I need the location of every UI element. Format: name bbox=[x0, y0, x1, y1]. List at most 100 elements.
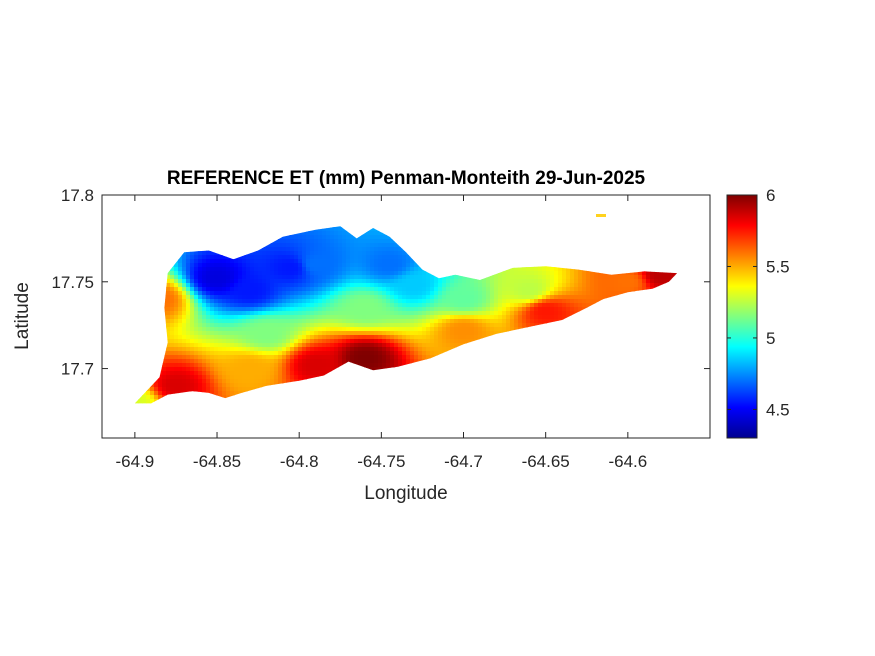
heat-cell bbox=[322, 279, 327, 284]
heat-cell bbox=[514, 295, 519, 300]
heat-cell bbox=[202, 303, 207, 308]
heat-cell bbox=[286, 279, 291, 284]
heat-cell bbox=[558, 311, 563, 316]
heat-cell bbox=[582, 279, 587, 284]
heat-cell bbox=[438, 311, 443, 316]
heat-cell bbox=[402, 275, 407, 280]
heat-cell bbox=[254, 291, 259, 296]
heat-cell bbox=[334, 299, 339, 304]
heat-cell bbox=[402, 279, 407, 284]
heat-cell bbox=[390, 303, 395, 308]
heat-cell bbox=[642, 279, 647, 284]
heat-cell bbox=[374, 267, 379, 272]
heat-cell bbox=[262, 319, 267, 324]
heat-cell bbox=[346, 287, 351, 292]
heat-cell bbox=[482, 295, 487, 300]
heat-cell bbox=[310, 303, 315, 308]
heat-cell bbox=[382, 243, 387, 248]
heat-cell bbox=[542, 315, 547, 320]
heat-cell bbox=[206, 255, 211, 260]
heat-cell bbox=[202, 283, 207, 288]
heat-cell bbox=[386, 279, 391, 284]
heat-cell bbox=[282, 295, 287, 300]
heat-cell bbox=[386, 255, 391, 260]
heat-cell bbox=[254, 259, 259, 264]
heat-cell bbox=[410, 291, 415, 296]
heat-cell bbox=[354, 255, 359, 260]
heat-cell bbox=[358, 259, 363, 264]
heat-cell bbox=[510, 275, 515, 280]
heat-cell bbox=[214, 311, 219, 316]
heat-cell bbox=[386, 243, 391, 248]
heat-cell bbox=[486, 315, 491, 320]
heat-cell bbox=[282, 235, 287, 240]
heat-cell bbox=[370, 259, 375, 264]
heat-cell bbox=[410, 295, 415, 300]
heat-cell bbox=[374, 315, 379, 320]
heat-cell bbox=[506, 275, 511, 280]
heat-cell bbox=[454, 295, 459, 300]
heat-cell bbox=[586, 287, 591, 292]
heat-cell bbox=[322, 231, 327, 236]
heat-cell bbox=[570, 283, 575, 288]
heat-cell bbox=[602, 295, 607, 300]
heat-cell bbox=[374, 247, 379, 252]
heat-cell bbox=[282, 303, 287, 308]
heat-cell bbox=[310, 247, 315, 252]
heat-cell bbox=[506, 283, 511, 288]
heat-cell bbox=[418, 319, 423, 324]
heat-cell bbox=[542, 295, 547, 300]
heat-cell bbox=[242, 291, 247, 296]
heat-cell bbox=[214, 291, 219, 296]
heat-cell bbox=[514, 287, 519, 292]
heat-cell bbox=[454, 315, 459, 320]
heat-cell bbox=[530, 267, 535, 272]
heat-cell bbox=[214, 299, 219, 304]
heat-cell bbox=[618, 283, 623, 288]
heat-cell bbox=[274, 279, 279, 284]
heat-cell bbox=[366, 247, 371, 252]
heat-cell bbox=[350, 243, 355, 248]
heat-cell bbox=[574, 283, 579, 288]
heat-cell bbox=[342, 307, 347, 312]
heat-cell bbox=[354, 287, 359, 292]
heat-cell bbox=[322, 239, 327, 244]
heat-cell bbox=[478, 323, 483, 328]
heat-cell bbox=[634, 271, 639, 276]
heat-cell bbox=[362, 239, 367, 244]
heat-cell bbox=[438, 283, 443, 288]
heat-cell bbox=[190, 255, 195, 260]
heat-cell bbox=[290, 311, 295, 316]
heat-cell bbox=[214, 315, 219, 320]
heat-cell bbox=[210, 255, 215, 260]
heat-cell bbox=[390, 259, 395, 264]
heat-cell bbox=[222, 275, 227, 280]
heat-cell bbox=[374, 231, 379, 236]
heat-cell bbox=[314, 231, 319, 236]
heat-cell bbox=[366, 251, 371, 256]
heat-cell bbox=[358, 323, 363, 328]
heat-cell bbox=[586, 303, 591, 308]
heat-cell bbox=[358, 299, 363, 304]
heat-cell bbox=[642, 283, 647, 288]
heat-cell bbox=[174, 271, 179, 276]
heat-cell bbox=[374, 243, 379, 248]
heat-cell bbox=[186, 303, 191, 308]
heat-cell bbox=[234, 271, 239, 276]
heat-cell bbox=[650, 275, 655, 280]
heat-cell bbox=[370, 255, 375, 260]
heat-cell bbox=[466, 307, 471, 312]
heat-cell bbox=[458, 299, 463, 304]
heat-cell bbox=[206, 315, 211, 320]
heat-cell bbox=[306, 243, 311, 248]
heat-cell bbox=[530, 323, 535, 328]
heat-cell bbox=[502, 307, 507, 312]
heat-cell bbox=[182, 303, 187, 308]
heat-cell bbox=[222, 267, 227, 272]
heat-cell bbox=[230, 319, 235, 324]
heat-cell bbox=[394, 279, 399, 284]
heat-cell bbox=[658, 275, 663, 280]
heat-cell bbox=[330, 315, 335, 320]
heat-cell bbox=[318, 227, 323, 232]
heat-cell bbox=[362, 251, 367, 256]
